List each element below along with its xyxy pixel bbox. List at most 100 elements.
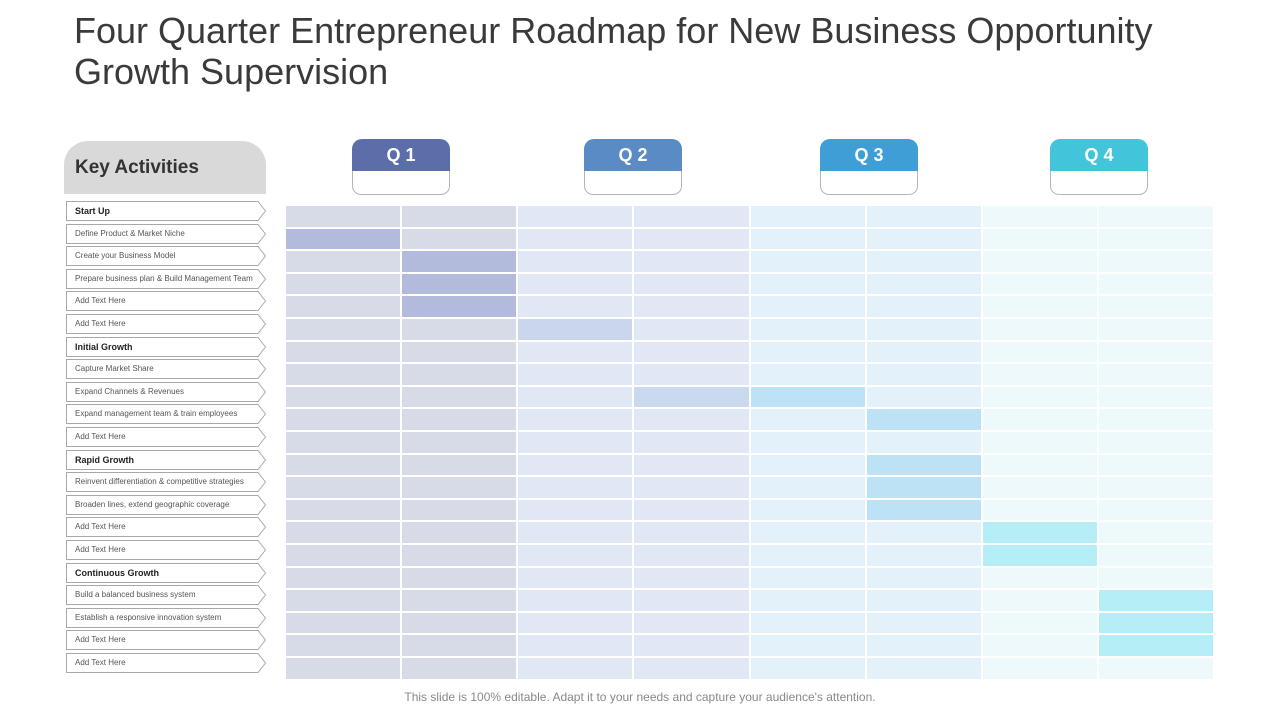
grid-cell <box>634 567 751 591</box>
grid-cell <box>982 228 1099 252</box>
grid-cell <box>1098 522 1215 545</box>
activity-row: Add Text Here <box>66 653 266 673</box>
grid-cell <box>634 454 751 478</box>
activity-label: Capture Market Share <box>75 364 154 374</box>
grid-cell <box>634 432 751 455</box>
grid-cell <box>750 409 867 432</box>
quarter-label: Q 1 <box>352 139 450 172</box>
quarter-tab-box <box>584 171 682 195</box>
grid-cell <box>1098 319 1215 342</box>
grid-cell <box>982 386 1099 410</box>
grid-cell <box>866 612 983 636</box>
activity-row: Define Product & Market Niche <box>66 223 266 244</box>
quarter-tab-box <box>1050 171 1148 195</box>
timeline-bar-cell <box>286 228 403 252</box>
grid-cell <box>866 386 983 410</box>
grid-cell <box>402 590 519 613</box>
grid-cell <box>866 296 983 319</box>
grid-cell <box>750 251 867 274</box>
activity-label: Add Text Here <box>75 658 126 667</box>
activity-section-label: Initial Growth <box>66 336 266 357</box>
quarter-tab-box <box>352 171 450 195</box>
grid-cell <box>286 567 403 591</box>
grid-cell <box>286 251 403 274</box>
grid-cell <box>518 522 635 545</box>
grid-cell <box>750 454 867 478</box>
activity-row: Expand Channels & Revenues <box>66 381 266 402</box>
grid-cell <box>402 545 519 568</box>
quarter-tab-q1: Q 1 <box>352 139 450 195</box>
grid-cell <box>286 319 403 342</box>
quarter-tab-q2: Q 2 <box>584 139 682 195</box>
grid-cell <box>634 635 751 658</box>
grid-cell <box>1098 251 1215 274</box>
grid-cell <box>982 206 1099 229</box>
grid-cell <box>518 590 635 613</box>
grid-cell <box>518 454 635 478</box>
grid-cell <box>750 477 867 500</box>
grid-cell <box>750 658 867 681</box>
grid-cell <box>634 590 751 613</box>
grid-cell <box>634 319 751 342</box>
timeline-bar-cell <box>982 522 1099 545</box>
grid-cell <box>286 522 403 545</box>
timeline-bar-cell <box>402 296 519 319</box>
grid-cell <box>866 545 983 568</box>
activity-label: Add Text Here <box>75 635 126 645</box>
timeline-bar-cell <box>402 251 519 274</box>
grid-cell <box>866 364 983 387</box>
grid-cell <box>750 432 867 455</box>
timeline-bar-cell <box>866 499 983 523</box>
grid-cell <box>286 635 403 658</box>
grid-cell <box>1098 545 1215 568</box>
timeline-bar-cell <box>982 545 1099 568</box>
grid-cell <box>518 386 635 410</box>
grid-cell <box>982 567 1099 591</box>
grid-cell <box>750 273 867 297</box>
grid-cell <box>750 635 867 658</box>
roadmap-grid <box>286 206 1215 681</box>
timeline-bar-cell <box>634 386 751 410</box>
activity-row: Add Text Here <box>66 427 266 447</box>
grid-cell <box>866 432 983 455</box>
activity-label: Rapid Growth <box>75 454 134 465</box>
grid-cell <box>518 409 635 432</box>
grid-cell <box>982 341 1099 365</box>
timeline-bar-cell <box>866 409 983 432</box>
grid-cell <box>518 364 635 387</box>
grid-cell <box>982 477 1099 500</box>
grid-cell <box>750 612 867 636</box>
activity-label: Add Text Here <box>75 319 126 328</box>
grid-cell <box>402 432 519 455</box>
grid-cell <box>982 364 1099 387</box>
timeline-bar-cell <box>866 477 983 500</box>
grid-cell <box>866 341 983 365</box>
activity-row: Add Text Here <box>66 291 266 312</box>
grid-cell <box>518 612 635 636</box>
grid-cell <box>634 296 751 319</box>
grid-cell <box>286 454 403 478</box>
timeline-bar-cell <box>518 319 635 342</box>
grid-cell <box>286 545 403 568</box>
grid-cell <box>1098 499 1215 523</box>
grid-cell <box>634 364 751 387</box>
grid-cell <box>1098 228 1215 252</box>
activity-row: Establish a responsive innovation system <box>66 607 266 628</box>
grid-cell <box>634 612 751 636</box>
activity-label: Continuous Growth <box>75 567 159 578</box>
grid-cell <box>286 341 403 365</box>
activity-label: Expand Channels & Revenues <box>75 386 184 396</box>
grid-cell <box>634 658 751 681</box>
timeline-bar-cell <box>1098 612 1215 636</box>
grid-cell <box>518 635 635 658</box>
grid-cell <box>402 567 519 591</box>
grid-cell <box>1098 273 1215 297</box>
grid-cell <box>402 635 519 658</box>
quarter-label: Q 4 <box>1050 139 1148 172</box>
grid-cell <box>286 409 403 432</box>
activity-label: Define Product & Market Niche <box>75 228 185 238</box>
grid-cell <box>1098 206 1215 229</box>
grid-cell <box>402 386 519 410</box>
quarter-tab-q4: Q 4 <box>1050 139 1148 195</box>
grid-cell <box>402 522 519 545</box>
